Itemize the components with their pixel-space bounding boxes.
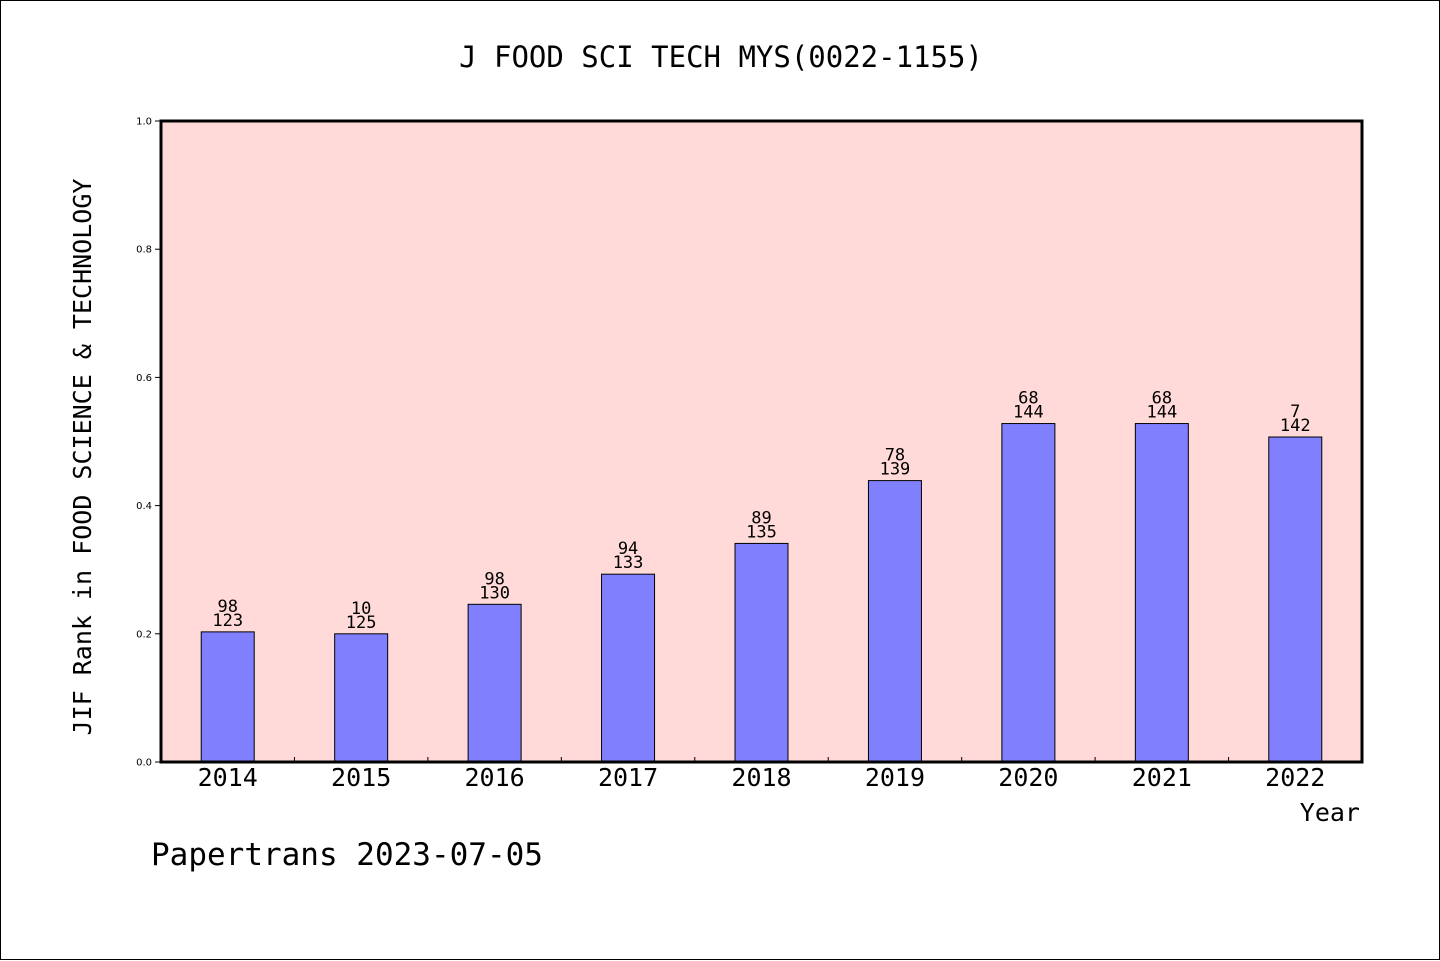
bar-2015 [334,633,389,763]
y-axis-label: JIF Rank in FOOD SCIENCE & TECHNOLOGY [68,179,97,736]
chart-title: J FOOD SCI TECH MYS(0022-1155) [459,40,983,74]
bar-2020 [1001,423,1056,763]
y-tick-label-0.8: 0.8 [136,245,152,256]
bar-label-top-2015: 10 [351,599,371,619]
bar-2017 [601,573,656,763]
bar-label-top-2014: 98 [217,597,237,617]
bar-label-top-2022: 7 [1290,402,1300,422]
x-tick-label-2020: 2020 [998,763,1058,792]
bar-label-top-2021: 68 [1152,389,1172,409]
y-tick-label-0.4: 0.4 [136,501,152,512]
x-axis: 2014 2015 2016 2017 2018 2019 2020 2021 2022 [198,757,1325,792]
x-tick-label-2021: 2021 [1132,763,1192,792]
bar-label-bottom-2017: 133 [613,553,644,573]
bar-label-bottom-2022: 142 [1280,416,1311,436]
y-tick-label-1.0: 1.0 [136,117,152,128]
bar-2022 [1268,436,1323,763]
bar-label-bottom-2016: 130 [479,583,510,603]
bar-label-bottom-2019: 139 [880,460,911,480]
x-tick-label-2018: 2018 [731,763,791,792]
y-tick-label-0.2: 0.2 [136,629,152,640]
bar-labels-layer: 9812310125981309413389135781396814468144… [212,389,1310,633]
x-tick-label-2016: 2016 [465,763,525,792]
x-tick-label-2014: 2014 [198,763,258,792]
bar-2016 [467,603,522,763]
bar-label-bottom-2021: 144 [1146,403,1177,423]
y-tick-label-0.6: 0.6 [136,373,152,384]
bar-2019 [867,480,922,763]
bar-label-bottom-2020: 144 [1013,403,1044,423]
bar-2021 [1134,423,1189,763]
bar-label-bottom-2018: 135 [746,522,777,542]
x-axis-label: Year [1300,798,1360,827]
x-tick-label-2019: 2019 [865,763,925,792]
x-tick-label-2017: 2017 [598,763,658,792]
bars-layer [200,423,1323,763]
x-tick-label-2015: 2015 [331,763,391,792]
y-tick-label-0.0: 0.0 [136,758,152,769]
bar-2014 [200,631,255,763]
y-axis: 0.0 0.2 0.4 0.6 0.8 1.0 [136,117,161,769]
bar-label-top-2016: 98 [484,569,504,589]
bar-label-top-2017: 94 [618,539,638,559]
bar-label-bottom-2014: 123 [212,611,243,631]
bar-label-bottom-2015: 125 [346,613,377,633]
source-footer: Papertrans 2023-07-05 [151,837,543,873]
bar-label-top-2020: 68 [1018,389,1038,409]
x-tick-label-2022: 2022 [1265,763,1325,792]
bar-2018 [734,542,789,763]
bar-label-top-2019: 78 [885,446,905,466]
bar-label-top-2018: 89 [751,508,771,528]
plot-border [159,119,1364,764]
